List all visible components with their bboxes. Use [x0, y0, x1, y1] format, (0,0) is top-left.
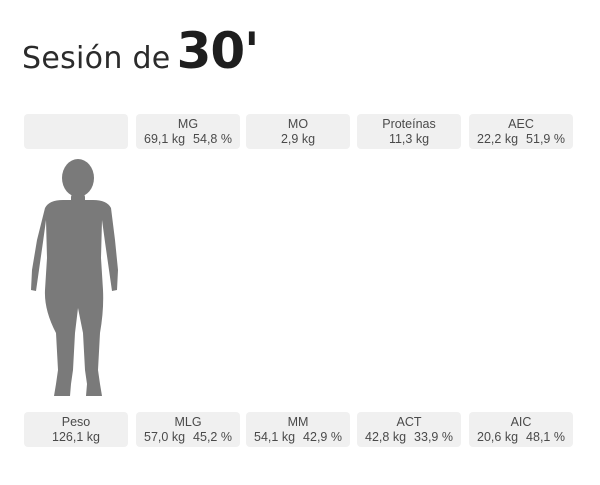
label-name: MLG	[174, 414, 202, 429]
title-duration: 30'	[176, 22, 260, 80]
label-value-pct: 42,9 %	[303, 429, 342, 444]
label-value-kg: 20,6 kg	[477, 429, 519, 444]
label-value-kg: 2,9 kg	[280, 131, 316, 146]
title-prefix: Sesión de	[22, 41, 171, 76]
label-name: ACT	[396, 414, 422, 429]
session-title: Sesión de 30'	[22, 22, 260, 82]
top-label-mo: MO 2,9 kg	[246, 114, 350, 149]
top-label-proteinas: Proteínas 11,3 kg	[357, 114, 461, 149]
label-value-kg: 11,3 kg	[388, 131, 430, 146]
body-figure-aec-aic	[467, 158, 577, 408]
top-label-mg: MG 69,1 kg 54,8 %	[136, 114, 240, 149]
label-value-pct: 45,2 %	[193, 429, 232, 444]
label-name: Peso	[61, 414, 91, 429]
body-figure-proteinas-act	[356, 158, 466, 408]
bottom-label-mm: MM 54,1 kg 42,9 %	[246, 412, 350, 447]
top-label-aec: AEC 22,2 kg 51,9 %	[469, 114, 573, 149]
label-name: Proteínas	[382, 116, 436, 131]
label-value-pct: 54,8 %	[193, 131, 232, 146]
label-value-kg: 42,8 kg	[365, 429, 407, 444]
label-name: MO	[287, 116, 309, 131]
body-figure-peso	[23, 158, 133, 408]
label-name: AEC	[508, 116, 534, 131]
body-figure-mg-mlg	[134, 158, 244, 408]
bottom-label-aic: AIC 20,6 kg 48,1 %	[469, 412, 573, 447]
label-name: MM	[287, 414, 309, 429]
bottom-label-mlg: MLG 57,0 kg 45,2 %	[136, 412, 240, 447]
label-value-kg: 54,1 kg	[254, 429, 296, 444]
label-value-kg: 69,1 kg	[144, 131, 186, 146]
label-value-pct: 33,9 %	[414, 429, 453, 444]
bottom-label-act: ACT 42,8 kg 33,9 %	[357, 412, 461, 447]
body-figure-mo-mm	[245, 158, 355, 408]
label-name: MG	[177, 116, 199, 131]
label-value-kg: 22,2 kg	[477, 131, 519, 146]
label-name: AIC	[510, 414, 532, 429]
label-value-kg: 126,1 kg	[52, 429, 100, 444]
label-value-kg: 57,0 kg	[144, 429, 186, 444]
top-label-empty	[24, 114, 128, 149]
bottom-label-peso: Peso 126,1 kg	[24, 412, 128, 447]
label-value-pct: 48,1 %	[526, 429, 565, 444]
label-value-pct: 51,9 %	[526, 131, 565, 146]
